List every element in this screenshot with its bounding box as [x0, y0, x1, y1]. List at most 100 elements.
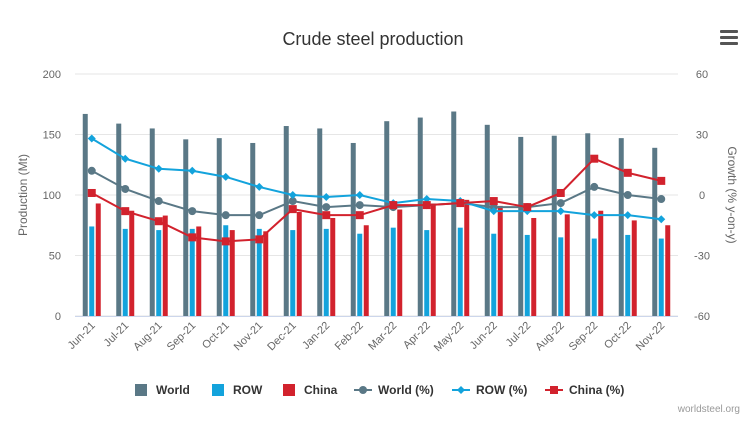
- y-tick-label: 0: [55, 311, 61, 323]
- y-tick-label: 50: [49, 251, 61, 263]
- bar-china: [598, 210, 604, 316]
- bar-china: [229, 230, 235, 316]
- point-china: [489, 197, 498, 206]
- point-china: [422, 201, 431, 210]
- x-tick-label: Jun-21: [66, 320, 98, 352]
- bar-row: [491, 233, 497, 316]
- x-tick-label: Apr-22: [401, 320, 433, 352]
- bar-row: [89, 226, 95, 316]
- legend-label: ROW: [233, 383, 263, 397]
- point-china: [590, 154, 599, 163]
- legend-item-world[interactable]: World: [135, 383, 190, 397]
- legend-marker: [359, 386, 367, 394]
- x-tick-label: Jul-21: [102, 320, 132, 350]
- credit-text[interactable]: worldsteel.org: [677, 404, 740, 415]
- bar-china: [296, 211, 302, 316]
- x-tick-label: Aug-21: [131, 320, 165, 354]
- point-china: [355, 211, 364, 220]
- bar-china: [564, 214, 570, 316]
- bar-china: [196, 226, 202, 316]
- legend-label: China (%): [569, 383, 624, 397]
- bar-china: [95, 203, 101, 316]
- point-row: [422, 195, 431, 204]
- legend-label: China: [304, 383, 338, 397]
- bar-row: [658, 238, 664, 316]
- bar-china: [397, 209, 403, 316]
- y-tick-label: 200: [43, 69, 61, 81]
- legend-label: World: [156, 383, 190, 397]
- x-tick-label: Dec-21: [265, 320, 299, 354]
- bar-china: [665, 225, 671, 316]
- x-tick-label: Nov-22: [634, 320, 668, 354]
- point-world: [322, 203, 331, 212]
- bar-row: [122, 228, 128, 316]
- legend-item-world[interactable]: World (%): [354, 383, 434, 397]
- y2-tick-label: -30: [694, 251, 710, 263]
- bar-row: [625, 234, 631, 316]
- legend-swatch: [283, 384, 295, 396]
- bar-world: [451, 111, 457, 316]
- bar-row: [357, 233, 363, 316]
- point-row: [322, 193, 331, 202]
- point-row: [623, 211, 632, 220]
- x-tick-label: Feb-22: [333, 320, 366, 353]
- y2-tick-label: 0: [699, 190, 705, 202]
- point-china: [523, 203, 532, 212]
- x-tick-label: Mar-22: [366, 320, 399, 353]
- x-tick-label: Oct-21: [200, 320, 232, 352]
- bar-row: [457, 227, 463, 316]
- y-tick-label: 100: [43, 190, 61, 202]
- y2-tick-label: 30: [696, 130, 708, 142]
- point-world: [623, 191, 632, 199]
- bar-world: [250, 142, 256, 316]
- bar-china: [330, 217, 336, 316]
- bar-row: [290, 230, 296, 316]
- legend-item-china[interactable]: China (%): [545, 383, 624, 397]
- legend-item-china[interactable]: China: [283, 383, 338, 397]
- point-world: [556, 199, 565, 208]
- point-world: [154, 197, 163, 206]
- point-china: [221, 237, 230, 246]
- point-china: [188, 233, 197, 242]
- bar-row: [424, 230, 430, 316]
- point-row: [221, 172, 230, 181]
- bar-world: [618, 138, 624, 316]
- bar-world: [484, 124, 490, 316]
- legend-item-row[interactable]: ROW: [212, 383, 263, 397]
- point-world: [188, 207, 197, 216]
- bar-world: [518, 136, 524, 316]
- bar-china: [531, 217, 537, 316]
- point-world: [221, 211, 230, 220]
- point-row: [489, 207, 498, 216]
- bar-world: [417, 117, 423, 316]
- x-tick-label: Jul-22: [504, 320, 534, 350]
- x-tick-label: Nov-21: [232, 320, 266, 354]
- bar-row: [156, 230, 162, 316]
- x-tick-label: Jun-22: [468, 320, 500, 352]
- point-row: [657, 215, 666, 224]
- bar-world: [183, 139, 189, 316]
- point-row: [154, 164, 163, 173]
- point-row: [556, 207, 565, 216]
- point-world: [255, 211, 264, 220]
- y2-axis-label: Growth (% y-on-y): [725, 146, 739, 243]
- point-china: [154, 217, 163, 226]
- point-china: [657, 176, 666, 185]
- chart-menu-icon[interactable]: [720, 30, 738, 46]
- point-world: [87, 166, 96, 175]
- bar-row: [558, 237, 564, 316]
- y2-tick-label: -60: [694, 311, 710, 323]
- bar-world: [283, 126, 289, 316]
- bar-row: [189, 228, 195, 316]
- point-china: [322, 211, 331, 220]
- point-row: [590, 211, 599, 220]
- legend-item-row[interactable]: ROW (%): [452, 383, 527, 397]
- point-china: [87, 188, 96, 197]
- bar-world: [551, 135, 557, 316]
- line-china: [91, 157, 662, 243]
- x-tick-label: Sep-21: [165, 320, 199, 354]
- point-row: [288, 191, 297, 199]
- bar-china: [464, 199, 470, 316]
- point-china: [456, 199, 465, 208]
- legend-swatch: [135, 384, 147, 396]
